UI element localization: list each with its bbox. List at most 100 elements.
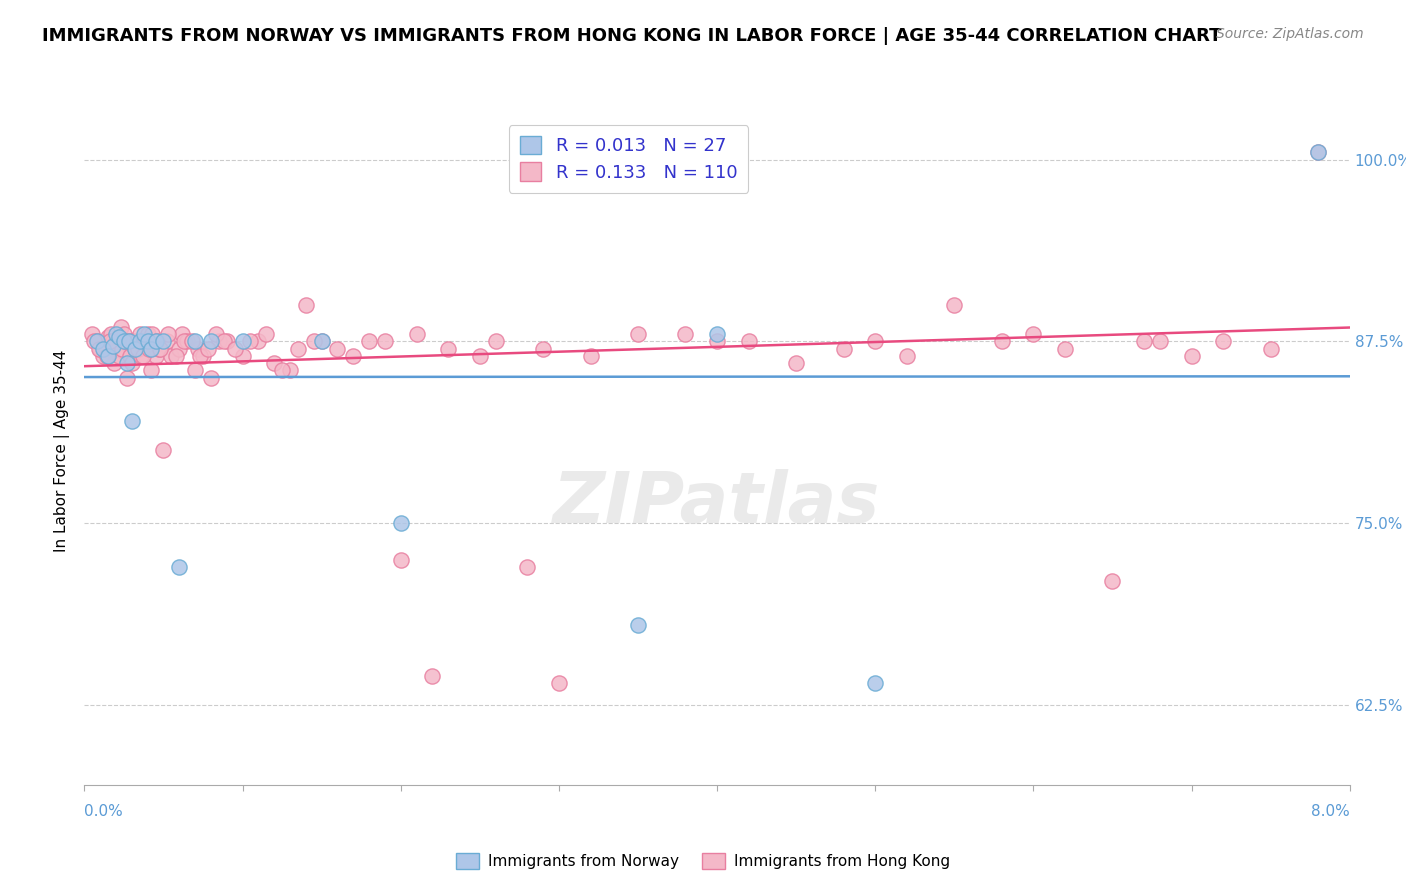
Point xyxy=(184,334,207,349)
Point xyxy=(863,334,887,349)
Point xyxy=(1133,334,1156,349)
Point xyxy=(200,334,222,349)
Point xyxy=(1054,342,1077,356)
Point xyxy=(112,327,135,342)
Point xyxy=(302,334,325,349)
Point xyxy=(405,327,427,342)
Point xyxy=(943,298,966,312)
Point xyxy=(118,334,141,349)
Point xyxy=(172,327,194,342)
Legend: R = 0.013   N = 27, R = 0.133   N = 110: R = 0.013 N = 27, R = 0.133 N = 110 xyxy=(509,125,748,193)
Point xyxy=(86,334,108,349)
Point xyxy=(93,349,115,363)
Point xyxy=(94,339,117,353)
Point xyxy=(785,356,807,370)
Point xyxy=(627,618,650,632)
Point xyxy=(139,342,162,356)
Point xyxy=(111,342,134,356)
Point xyxy=(231,334,254,349)
Point xyxy=(231,349,254,363)
Point xyxy=(224,342,246,356)
Point xyxy=(169,559,191,574)
Point xyxy=(87,342,110,356)
Point xyxy=(1149,334,1171,349)
Point xyxy=(93,342,115,356)
Point xyxy=(180,334,204,349)
Point xyxy=(239,334,262,349)
Point xyxy=(437,342,460,356)
Point xyxy=(200,370,222,384)
Point xyxy=(145,334,167,349)
Point xyxy=(146,334,169,349)
Point xyxy=(516,559,538,574)
Point xyxy=(98,334,121,349)
Text: ZIPatlas: ZIPatlas xyxy=(554,469,880,539)
Point xyxy=(136,327,159,342)
Point xyxy=(832,342,855,356)
Point xyxy=(208,334,231,349)
Point xyxy=(187,342,209,356)
Point xyxy=(82,327,104,342)
Point xyxy=(122,334,145,349)
Point xyxy=(738,334,761,349)
Point xyxy=(342,349,364,363)
Point xyxy=(215,334,238,349)
Point xyxy=(212,334,235,349)
Point xyxy=(138,342,160,356)
Point xyxy=(148,342,170,356)
Point xyxy=(155,334,177,349)
Point xyxy=(108,330,131,344)
Point xyxy=(105,334,127,349)
Point xyxy=(83,334,105,349)
Point xyxy=(139,363,162,377)
Point xyxy=(468,349,491,363)
Point xyxy=(389,552,412,566)
Point xyxy=(326,342,349,356)
Point xyxy=(127,342,149,356)
Point xyxy=(112,334,135,349)
Point xyxy=(204,327,226,342)
Point xyxy=(136,334,159,349)
Point xyxy=(254,327,277,342)
Point xyxy=(1212,334,1234,349)
Point xyxy=(97,349,120,363)
Point xyxy=(114,334,136,349)
Point xyxy=(675,327,697,342)
Point xyxy=(128,327,150,342)
Point xyxy=(132,349,155,363)
Point xyxy=(101,334,124,349)
Point xyxy=(991,334,1014,349)
Point xyxy=(134,327,156,342)
Text: 8.0%: 8.0% xyxy=(1310,805,1350,819)
Point xyxy=(278,363,301,377)
Point xyxy=(121,356,143,370)
Point xyxy=(173,334,195,349)
Point xyxy=(184,363,207,377)
Point xyxy=(627,327,650,342)
Point xyxy=(118,334,141,349)
Point xyxy=(271,363,294,377)
Point xyxy=(121,414,143,428)
Point xyxy=(485,334,508,349)
Point xyxy=(124,342,146,356)
Point xyxy=(115,370,138,384)
Point xyxy=(548,676,571,690)
Point xyxy=(107,342,129,356)
Point xyxy=(165,349,187,363)
Point xyxy=(124,342,146,356)
Text: 0.0%: 0.0% xyxy=(84,805,124,819)
Point xyxy=(100,327,122,342)
Point xyxy=(531,342,554,356)
Point xyxy=(141,327,163,342)
Text: Source: ZipAtlas.com: Source: ZipAtlas.com xyxy=(1216,27,1364,41)
Legend: Immigrants from Norway, Immigrants from Hong Kong: Immigrants from Norway, Immigrants from … xyxy=(450,847,956,875)
Point xyxy=(1308,145,1330,160)
Point xyxy=(1022,327,1045,342)
Point xyxy=(105,327,127,342)
Point xyxy=(115,356,138,370)
Point xyxy=(152,443,174,458)
Point xyxy=(149,342,172,356)
Point xyxy=(145,349,167,363)
Point xyxy=(128,334,150,349)
Point xyxy=(706,334,728,349)
